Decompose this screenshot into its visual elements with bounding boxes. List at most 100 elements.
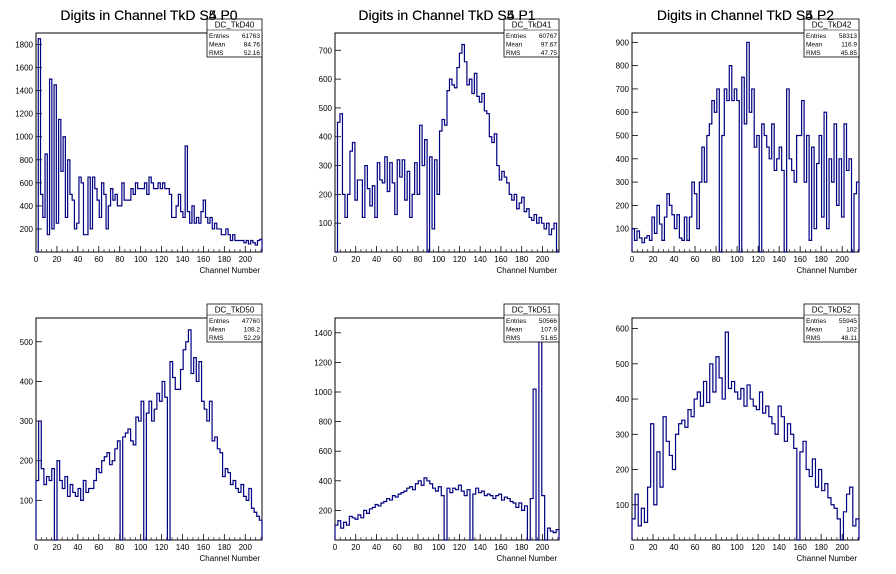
- y-tick-label: 500: [616, 360, 630, 369]
- stats-name: DC_TkD50: [215, 306, 255, 315]
- x-tick-label: 60: [393, 255, 402, 264]
- x-tick-label: 140: [176, 255, 190, 264]
- x-tick-label: 80: [414, 543, 423, 552]
- y-tick-label: 1200: [15, 110, 33, 119]
- y-tick-label: 700: [319, 46, 333, 55]
- x-tick-label: 160: [494, 543, 508, 552]
- stats-mean-value: 107.9: [541, 327, 558, 334]
- x-tick-label: 160: [793, 255, 807, 264]
- stats-rms-label: RMS: [806, 50, 821, 57]
- x-axis-label: Channel Number: [200, 554, 261, 563]
- y-tick-label: 500: [20, 338, 34, 347]
- x-tick-label: 180: [814, 255, 828, 264]
- histogram-panel: Digits in Channel TkD S4 P1 0 20 40 60 80 100 1…: [319, 7, 560, 275]
- stats-mean-label: Mean: [506, 42, 523, 49]
- stats-entries-label: Entries: [506, 318, 527, 325]
- y-tick-label: 200: [616, 466, 630, 475]
- stats-entries-value: 50566: [539, 318, 557, 325]
- y-tick-label: 1400: [314, 329, 332, 338]
- stats-rms-value: 52.16: [244, 50, 261, 57]
- x-tick-label: 100: [134, 543, 148, 552]
- x-tick-label: 180: [814, 543, 828, 552]
- x-axis-label: Channel Number: [200, 266, 261, 275]
- stats-mean-value: 116.9: [841, 42, 857, 49]
- y-tick-label: 200: [20, 457, 34, 466]
- y-tick-label: 300: [616, 178, 630, 187]
- y-tick-label: 400: [319, 477, 333, 486]
- x-tick-label: 60: [94, 255, 103, 264]
- y-tick-label: 400: [20, 202, 34, 211]
- stats-rms-value: 51.65: [541, 335, 558, 342]
- y-tick-label: 200: [616, 201, 630, 210]
- panel-title: Digits in Channel TkD S4 P0: [60, 7, 237, 23]
- x-tick-label: 80: [712, 255, 721, 264]
- stats-mean-value: 108.2: [244, 327, 261, 334]
- x-tick-label: 20: [52, 543, 61, 552]
- x-tick-label: 80: [115, 543, 124, 552]
- x-tick-label: 100: [134, 255, 148, 264]
- stats-mean-label: Mean: [506, 327, 523, 334]
- stats-name: DC_TkD42: [812, 21, 852, 30]
- stats-entries-value: 61763: [242, 33, 260, 40]
- panel-title: Digits in Channel TkD S5 P0: [60, 7, 237, 23]
- x-axis-label: Channel Number: [497, 554, 558, 563]
- stats-entries-value: 47760: [242, 318, 260, 325]
- y-tick-label: 100: [616, 225, 630, 234]
- x-tick-label: 100: [432, 543, 446, 552]
- y-tick-label: 200: [319, 506, 333, 515]
- stats-entries-value: 58313: [839, 33, 857, 40]
- panel-title: Digits in Channel TkD S5 P2: [657, 7, 834, 23]
- x-tick-label: 200: [836, 543, 850, 552]
- x-tick-label: 120: [453, 255, 467, 264]
- histogram-panel: Digits in Channel TkD S5 P2 0 20 40 60 80 100 1…: [616, 7, 860, 563]
- x-tick-label: 0: [333, 543, 338, 552]
- plot-frame: [334, 32, 560, 253]
- stats-name: DC_TkD41: [512, 21, 552, 30]
- x-tick-label: 80: [712, 543, 721, 552]
- panel-title: Digits in Channel TkD S4 P2: [657, 7, 834, 23]
- y-tick-label: 200: [20, 225, 34, 234]
- histogram-panel: Digits in Channel TkD S5 P0 0 20 40 60 80 100 1…: [20, 7, 263, 563]
- y-tick-label: 300: [319, 162, 333, 171]
- x-tick-label: 100: [730, 543, 744, 552]
- x-tick-label: 80: [115, 255, 124, 264]
- x-tick-label: 40: [372, 543, 381, 552]
- y-tick-label: 600: [20, 179, 34, 188]
- x-tick-label: 200: [536, 543, 550, 552]
- stats-box: [803, 18, 860, 58]
- plot-frame: [631, 317, 860, 541]
- stats-rms-value: 48.11: [841, 335, 857, 342]
- y-tick-label: 200: [319, 190, 333, 199]
- x-tick-label: 140: [474, 543, 488, 552]
- stats-box: [206, 303, 263, 343]
- stats-rms-value: 52.29: [244, 335, 261, 342]
- stats-entries-value: 60767: [539, 33, 557, 40]
- stats-rms-label: RMS: [506, 335, 521, 342]
- x-tick-label: 0: [34, 543, 39, 552]
- histogram-line: [631, 41, 860, 253]
- x-tick-label: 160: [494, 255, 508, 264]
- x-tick-label: 20: [649, 543, 658, 552]
- x-tick-label: 100: [432, 255, 446, 264]
- stats-rms-label: RMS: [506, 50, 521, 57]
- x-tick-label: 40: [73, 543, 82, 552]
- x-tick-label: 200: [836, 255, 850, 264]
- x-tick-label: 0: [333, 255, 338, 264]
- x-tick-label: 60: [393, 543, 402, 552]
- stats-box: [503, 18, 560, 58]
- histogram-panel: Digits in Channel TkD S5 P1 0 20 40 60 80 100 1…: [314, 7, 560, 563]
- y-tick-label: 400: [20, 377, 34, 386]
- stats-box: [503, 303, 560, 343]
- plot-frame: [631, 32, 860, 253]
- y-tick-label: 800: [319, 418, 333, 427]
- x-tick-label: 40: [670, 255, 679, 264]
- y-tick-label: 700: [616, 85, 630, 94]
- stats-mean-label: Mean: [806, 42, 823, 49]
- y-tick-label: 300: [20, 417, 34, 426]
- x-tick-label: 20: [52, 255, 61, 264]
- x-tick-label: 20: [351, 255, 360, 264]
- x-tick-label: 140: [176, 543, 190, 552]
- y-tick-label: 500: [319, 104, 333, 113]
- stats-rms-label: RMS: [209, 50, 224, 57]
